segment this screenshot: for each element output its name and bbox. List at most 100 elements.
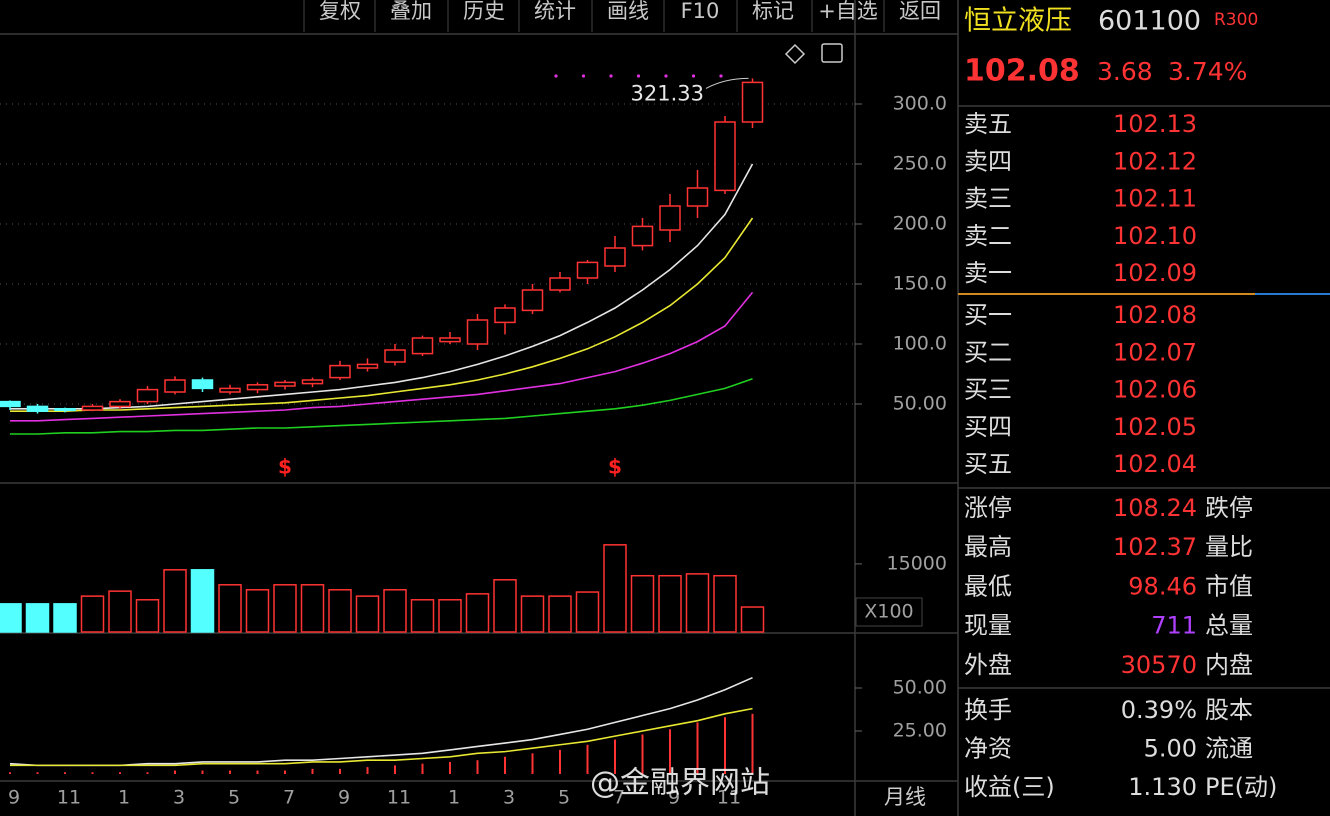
candle-body (631, 225, 654, 247)
stock-code: 601100 (1098, 6, 1201, 37)
volume-bar (603, 544, 627, 633)
toolbar-button[interactable]: 标记 (752, 0, 794, 23)
volume-bar (53, 603, 77, 633)
volume-bar (273, 584, 297, 633)
volume-bar (328, 589, 352, 633)
row-label: 买四 (964, 413, 1012, 441)
row-value: 102.09 (1113, 259, 1197, 287)
x-tick-label: 9 (338, 787, 350, 809)
row-value: 102.10 (1113, 222, 1197, 250)
toolbar-button[interactable]: F10 (681, 0, 720, 23)
volume-bar (658, 574, 682, 633)
toolbar-button[interactable]: 返回 (899, 0, 941, 23)
row-label: 内盘 (1205, 651, 1253, 679)
ma-line (10, 707, 753, 767)
y-tick-label: 15000 (887, 552, 947, 574)
candle-body (54, 408, 76, 412)
volume-bar (0, 603, 22, 633)
candle-body (384, 349, 406, 363)
draw-icon[interactable] (784, 43, 806, 65)
row-value: 98.46 (1128, 572, 1197, 600)
row-value: 108.24 (1113, 494, 1197, 522)
volume-bar (190, 569, 215, 633)
row-value: 0.39% (1121, 696, 1197, 724)
period-label: 月线 (884, 785, 926, 809)
volume-bar (548, 595, 572, 633)
candle-body (136, 388, 159, 403)
ma-line (10, 378, 753, 435)
row-value: 102.04 (1113, 450, 1197, 478)
candle-body (741, 81, 764, 123)
row-label: 买二 (964, 338, 1012, 366)
volume-bar (438, 599, 462, 633)
row-label: 买五 (964, 450, 1012, 478)
row-value: 30570 (1121, 651, 1197, 679)
x-tick-label: 7 (613, 787, 625, 809)
row-label: 现量 (964, 612, 1012, 640)
ma-line (10, 163, 754, 410)
index-badge: R300 (1214, 10, 1258, 30)
candle-body (329, 364, 351, 379)
toolbar-button[interactable]: 历史 (463, 0, 505, 23)
candle-body (219, 387, 241, 393)
y-tick-label: 50.00 (893, 393, 947, 415)
signal-marker: $ (608, 455, 622, 479)
stock-name: 恒立液压 (964, 6, 1072, 37)
x-tick-label: 5 (558, 787, 570, 809)
row-label: 总量 (1205, 612, 1253, 640)
max-dot (581, 74, 586, 78)
toolbar-button[interactable]: 复权 (319, 0, 361, 23)
row-label: 换手 (964, 696, 1012, 724)
layout-icon[interactable] (821, 43, 843, 63)
volume-bar (410, 599, 435, 633)
row-label: 流通 (1205, 735, 1253, 763)
unit-box (855, 597, 923, 627)
high-label: 321.33 (631, 81, 704, 105)
volume-bar (25, 603, 50, 633)
y-tick-label: 200.0 (893, 213, 947, 235)
row-label: 净资 (964, 735, 1012, 763)
volume-bar (218, 584, 242, 633)
max-dot (719, 74, 723, 78)
candle-body (356, 363, 379, 369)
y-tick-label: 300.0 (893, 93, 947, 115)
volume-bar (108, 590, 132, 633)
y-tick-label: 250.0 (893, 153, 947, 175)
volume-bar (520, 595, 545, 633)
max-dot (664, 74, 668, 78)
volume-bar (383, 589, 407, 633)
row-label: 卖一 (964, 259, 1012, 287)
candle-body (191, 379, 214, 390)
toolbar-button[interactable]: 统计 (534, 0, 576, 23)
candle-body (164, 379, 186, 393)
candle-body (576, 261, 599, 279)
x-tick-label: 11 (387, 787, 411, 809)
volume-bar (300, 584, 325, 633)
row-label: 卖三 (964, 185, 1012, 213)
row-label: 外盘 (964, 651, 1012, 679)
row-label: 跌停 (1205, 494, 1253, 522)
candle-body (411, 337, 434, 355)
volume-bar (493, 579, 517, 633)
candle-body (659, 205, 681, 231)
volume-bar (163, 569, 187, 633)
max-dot (636, 74, 641, 78)
x-tick-label: 9 (8, 787, 20, 809)
row-value: 102.13 (1113, 110, 1197, 138)
row-label: 股本 (1205, 696, 1253, 724)
x-tick-label: 11 (57, 787, 81, 809)
candle-body (466, 319, 489, 345)
x-tick-label: 5 (228, 787, 240, 809)
x-tick-label: 7 (283, 787, 295, 809)
last-price: 102.08 (964, 54, 1080, 89)
y-tick-label: 100.0 (893, 333, 947, 355)
y-tick-label: 150.0 (893, 273, 947, 295)
row-value: 5.00 (1144, 735, 1197, 763)
toolbar-button[interactable]: 叠加 (390, 0, 432, 23)
toolbar-button[interactable]: 画线 (607, 0, 649, 23)
toolbar-button[interactable]: +自选 (818, 0, 878, 23)
candle-body (109, 400, 131, 408)
candle-body (439, 337, 461, 343)
